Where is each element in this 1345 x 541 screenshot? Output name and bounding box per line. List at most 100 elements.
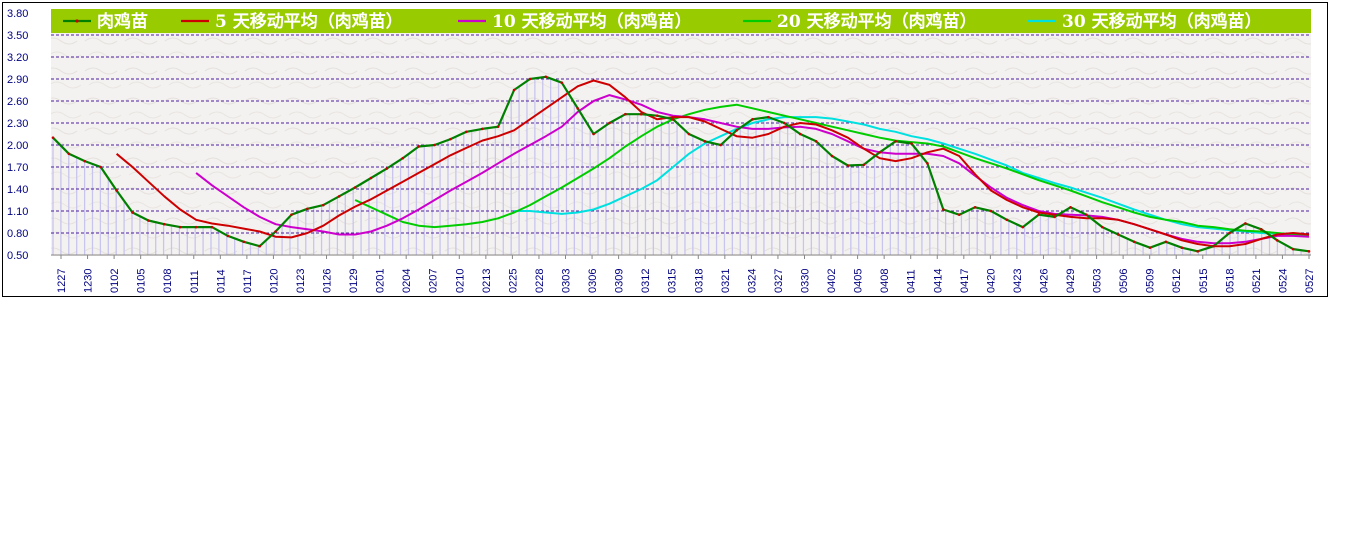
y-tick-label: 1.10 (7, 206, 28, 218)
legend-label: 10 天移动平均（肉鸡苗） (492, 11, 692, 32)
legend-label: 5 天移动平均（肉鸡苗） (215, 11, 403, 32)
x-tick-label: 0321 (720, 269, 732, 293)
series-line (115, 79, 1310, 248)
data-point (67, 152, 71, 156)
x-tick-label: 0201 (375, 269, 387, 293)
data-point (274, 230, 277, 233)
x-tick-label: 0117 (242, 269, 254, 293)
y-tick-label: 1.40 (7, 184, 28, 196)
data-point (369, 176, 373, 180)
legend-marker (75, 19, 79, 23)
data-point (465, 130, 468, 134)
data-point (1101, 225, 1104, 229)
x-tick-label: 0512 (1171, 269, 1183, 293)
y-tick-label: 2.30 (7, 118, 28, 130)
data-point (1148, 246, 1152, 249)
data-point (306, 207, 309, 211)
data-point (1196, 250, 1200, 253)
x-tick-label: 1227 (56, 269, 68, 293)
x-tick-label: 0429 (1065, 269, 1077, 293)
x-tick-label: 0402 (826, 269, 838, 293)
data-point (576, 107, 579, 110)
y-axis-ticks: 3.80 3.50 3.20 2.90 2.60 2.30 2.00 1.70 1.40 1.10… (7, 8, 28, 262)
legend: 肉鸡苗 5 天移动平均（肉鸡苗） 10 天移动平均（肉鸡苗） 20 天移动平均（肉鸡苗… (51, 9, 1311, 33)
data-point (1291, 247, 1295, 251)
data-point (751, 118, 754, 121)
x-tick-label: 0312 (640, 269, 652, 293)
data-point (671, 118, 675, 121)
data-point (496, 125, 500, 128)
data-point (449, 137, 452, 141)
data-point (528, 77, 532, 81)
data-point (862, 163, 866, 167)
data-point (624, 112, 627, 116)
data-point (147, 219, 150, 222)
data-point (703, 140, 707, 143)
x-tick-label: 0207 (428, 269, 440, 293)
x-tick-label: 0105 (136, 269, 148, 293)
data-point (560, 81, 564, 84)
x-tick-label: 0420 (985, 269, 997, 293)
x-axis-ticks: 1227 1230 0102 0105 0108 0111 0114 0117 0120 0123… (56, 255, 1316, 293)
data-point (957, 213, 961, 216)
data-point (1069, 206, 1072, 209)
y-tick-label: 2.60 (7, 96, 28, 108)
data-point (417, 145, 420, 148)
data-point (910, 142, 913, 145)
data-point (1037, 213, 1041, 216)
legend-background (51, 9, 1311, 33)
data-point (321, 203, 325, 207)
data-point (1132, 240, 1136, 244)
data-point (544, 75, 548, 79)
data-point (592, 132, 595, 136)
data-point (719, 143, 723, 147)
data-point (1053, 215, 1056, 219)
x-tick-label: 0509 (1145, 269, 1157, 293)
y-tick-label: 0.50 (7, 250, 28, 262)
series-line (52, 75, 1310, 253)
data-point (814, 140, 818, 143)
data-point (99, 165, 102, 169)
data-point (290, 213, 293, 216)
data-point (1164, 240, 1168, 244)
x-tick-label: 0414 (932, 269, 944, 293)
legend-label: 20 天移动平均（肉鸡苗） (777, 11, 977, 32)
x-tick-label: 0423 (1012, 269, 1024, 293)
data-point (337, 195, 341, 198)
x-tick-label: 0503 (1092, 269, 1104, 293)
y-tick-label: 1.70 (7, 162, 28, 174)
x-tick-label: 0327 (773, 269, 785, 293)
data-point (401, 156, 405, 160)
data-point (51, 136, 55, 139)
x-tick-label: 0309 (614, 269, 626, 293)
data-point (655, 114, 659, 117)
x-tick-label: 0129 (348, 269, 360, 293)
data-point (242, 240, 246, 244)
y-tick-label: 3.50 (7, 30, 28, 42)
data-point (194, 225, 198, 229)
data-point (480, 127, 484, 131)
legend-label: 肉鸡苗 (97, 11, 148, 32)
data-point (830, 154, 834, 158)
data-point (687, 132, 691, 136)
data-point (83, 159, 87, 163)
x-tick-label: 0521 (1251, 269, 1263, 293)
x-tick-label: 0426 (1038, 269, 1050, 293)
series-line (354, 103, 1310, 237)
y-tick-label: 2.90 (7, 74, 28, 86)
series-line (514, 116, 1309, 236)
data-point (989, 209, 993, 213)
x-tick-label: 0405 (853, 269, 865, 293)
y-tick-label: 0.80 (7, 228, 28, 240)
chart-svg: 3.80 3.50 3.20 2.90 2.60 2.30 2.00 1.70 1.40 1.10… (7, 8, 1316, 293)
data-point (846, 164, 850, 167)
plot-area (51, 13, 1311, 256)
data-point (783, 121, 786, 125)
x-tick-label: 0213 (481, 269, 493, 293)
data-point (1212, 244, 1215, 248)
x-tick-label: 0111 (189, 270, 201, 293)
data-point (1228, 231, 1231, 235)
x-tick-label: 0524 (1277, 269, 1289, 293)
data-point (1021, 225, 1025, 229)
x-tick-label: 0120 (268, 269, 280, 293)
